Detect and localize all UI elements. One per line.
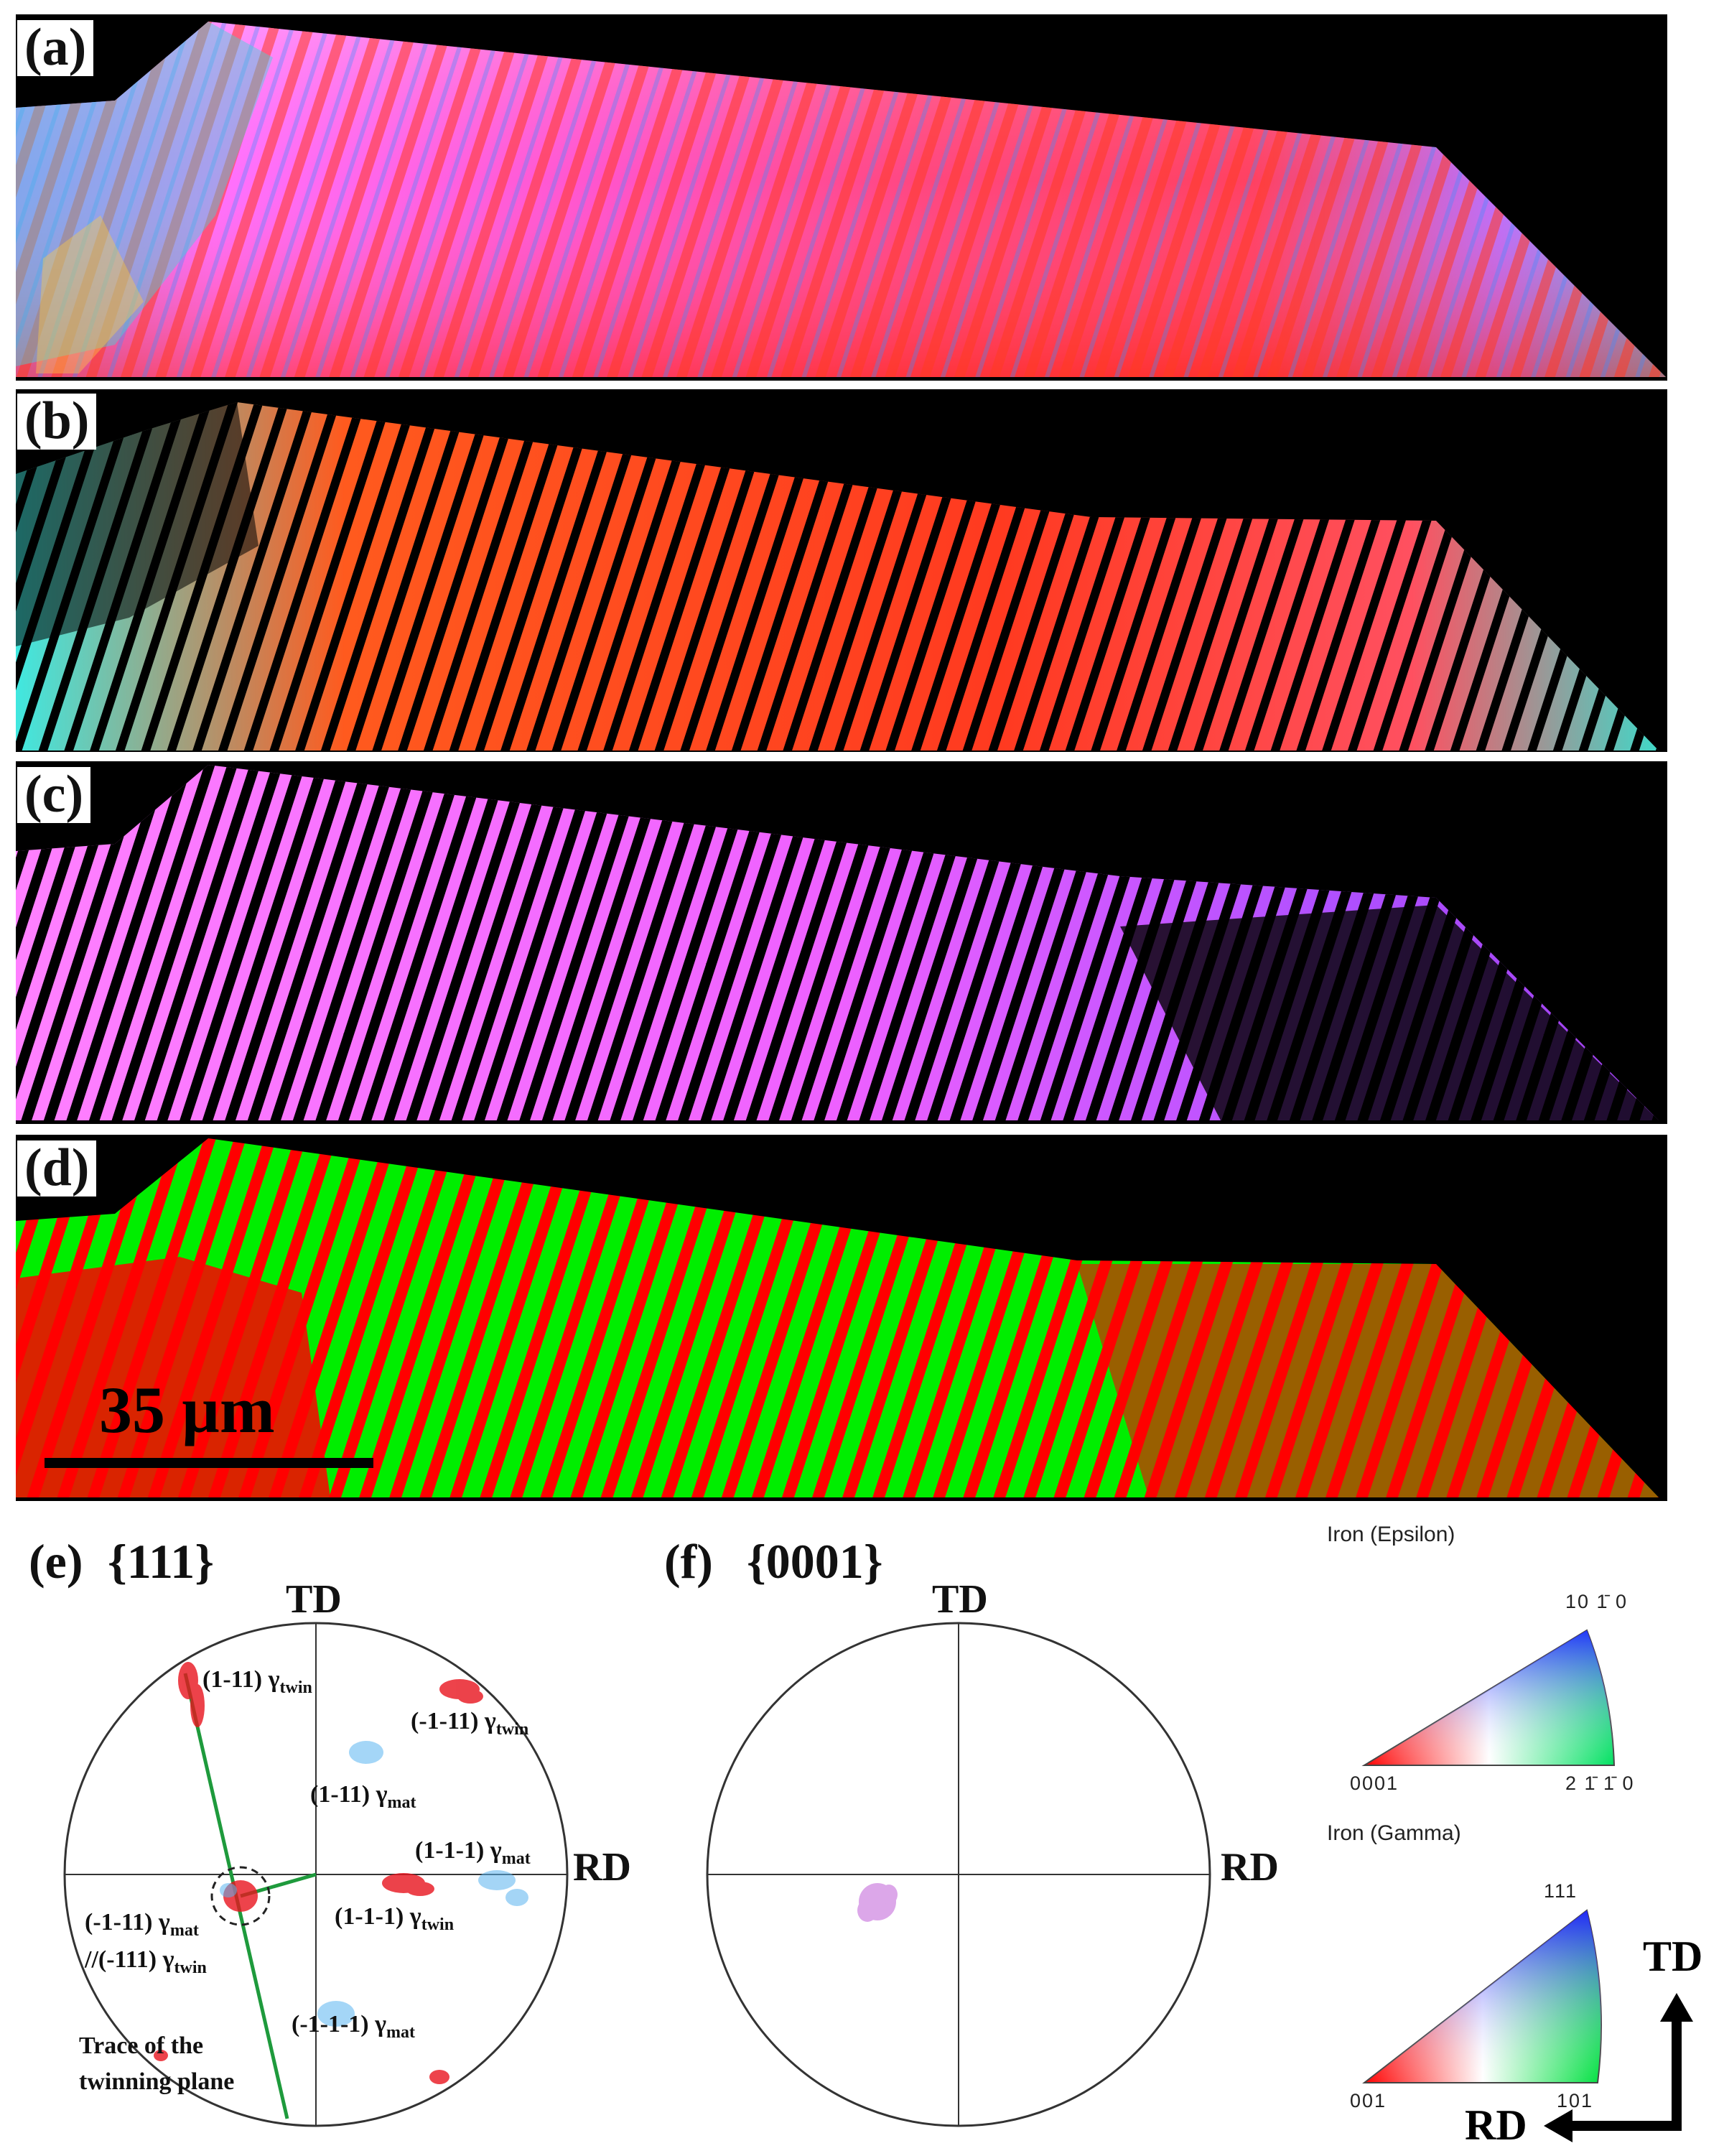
ann-twin-1: (1-11) γtwin bbox=[202, 1666, 312, 1697]
ann-mat-1: (1-11) γmat bbox=[310, 1781, 416, 1812]
twin-pole-clusters bbox=[154, 1662, 483, 2084]
pole-figure-f-label: (f) bbox=[664, 1534, 713, 1589]
pole-figure-e-family: {111} bbox=[108, 1534, 215, 1589]
overlap-circle bbox=[210, 1866, 271, 1926]
legend-epsilon-title: Iron (Epsilon) bbox=[1327, 1523, 1455, 1546]
pole-figure-e-label: (e) bbox=[29, 1534, 83, 1589]
pole-figure-e-rd: RD bbox=[573, 1845, 631, 1890]
ann-twin-2: (-1-11) γtwin bbox=[411, 1708, 529, 1739]
legend-epsilon-left: 0001 bbox=[1350, 1772, 1399, 1794]
pole-figure-e-td: TD bbox=[286, 1577, 342, 1622]
panel-d-map bbox=[16, 1135, 1667, 1501]
panel-label-d: (d) bbox=[17, 1140, 97, 1197]
epsilon-pole-cluster bbox=[857, 1883, 898, 1922]
legend-epsilon-top: 10 1̄ 0 bbox=[1565, 1591, 1629, 1612]
panel-c-map bbox=[16, 761, 1667, 1124]
legend-gamma-title: Iron (Gamma) bbox=[1327, 1821, 1461, 1845]
pole-figure-f-family: {0001} bbox=[747, 1534, 883, 1589]
pole-figure-f-rd: RD bbox=[1221, 1845, 1279, 1890]
panel-label-b: (b) bbox=[17, 393, 97, 450]
panel-b-map bbox=[16, 389, 1667, 752]
panel-label-a: (a) bbox=[17, 19, 94, 76]
legend-gamma-right: 101 bbox=[1557, 2090, 1594, 2111]
legend-gamma-top: 111 bbox=[1544, 1880, 1578, 1902]
ann-mat-3: (-1-11) γmat bbox=[85, 1909, 199, 1940]
ann-trace-line1: Trace of the bbox=[79, 2032, 204, 2059]
ebsd-maps bbox=[16, 14, 1667, 1501]
panel-a-map bbox=[16, 14, 1667, 381]
legend-gamma-left: 001 bbox=[1350, 2090, 1387, 2111]
ann-trace-line2: twinning plane bbox=[79, 2068, 235, 2095]
direction-td-label: TD bbox=[1643, 1933, 1703, 1980]
ann-twin-3: (1-1-1) γtwin bbox=[335, 1903, 455, 1934]
ann-mat-4: (-1-1-1) γmat bbox=[292, 2011, 415, 2042]
legend-epsilon-right: 2 1̄ 1̄ 0 bbox=[1565, 1772, 1635, 1794]
ann-mat-3-twin: //(-111) γtwin bbox=[85, 1946, 207, 1977]
ann-mat-2: (1-1-1) γmat bbox=[415, 1837, 531, 1868]
mat-pole-clusters bbox=[220, 1741, 528, 2027]
scale-bar bbox=[45, 1458, 373, 1468]
direction-rd-label: RD bbox=[1465, 2101, 1527, 2149]
scale-bar-label: 35 µm bbox=[99, 1373, 275, 1446]
panel-label-c: (c) bbox=[17, 766, 91, 823]
pole-figure-f-td: TD bbox=[932, 1577, 988, 1622]
